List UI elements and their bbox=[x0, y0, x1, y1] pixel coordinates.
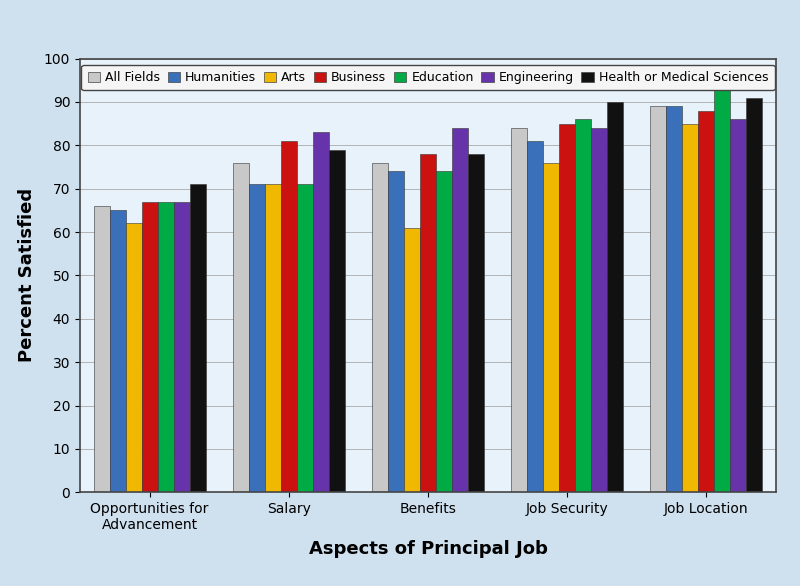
Bar bbox=[158, 202, 174, 492]
Bar bbox=[126, 223, 142, 492]
Bar bbox=[420, 154, 436, 492]
Bar bbox=[666, 106, 682, 492]
Bar bbox=[249, 185, 265, 492]
Bar bbox=[575, 120, 591, 492]
Bar bbox=[329, 149, 345, 492]
Bar bbox=[404, 228, 420, 492]
Bar bbox=[607, 102, 623, 492]
Legend: All Fields, Humanities, Arts, Business, Education, Engineering, Health or Medica: All Fields, Humanities, Arts, Business, … bbox=[82, 65, 774, 90]
Bar bbox=[313, 132, 329, 492]
X-axis label: Aspects of Principal Job: Aspects of Principal Job bbox=[309, 540, 547, 558]
Bar bbox=[281, 141, 297, 492]
Bar bbox=[730, 120, 746, 492]
Bar bbox=[142, 202, 158, 492]
Bar bbox=[233, 163, 249, 492]
Bar bbox=[650, 106, 666, 492]
Bar bbox=[110, 210, 126, 492]
Bar bbox=[559, 124, 575, 492]
Bar bbox=[468, 154, 484, 492]
Bar bbox=[94, 206, 110, 492]
Bar bbox=[436, 171, 452, 492]
Bar bbox=[714, 89, 730, 492]
Bar bbox=[682, 124, 698, 492]
Bar bbox=[388, 171, 404, 492]
Bar bbox=[452, 128, 468, 492]
Bar bbox=[174, 202, 190, 492]
Bar bbox=[698, 111, 714, 492]
Bar bbox=[527, 141, 543, 492]
Bar bbox=[746, 98, 762, 492]
Bar bbox=[543, 163, 559, 492]
Y-axis label: Percent Satisfied: Percent Satisfied bbox=[18, 188, 35, 363]
Bar bbox=[297, 185, 313, 492]
Bar bbox=[511, 128, 527, 492]
Bar bbox=[372, 163, 388, 492]
Bar bbox=[591, 128, 607, 492]
Bar bbox=[265, 185, 281, 492]
Bar bbox=[190, 185, 206, 492]
